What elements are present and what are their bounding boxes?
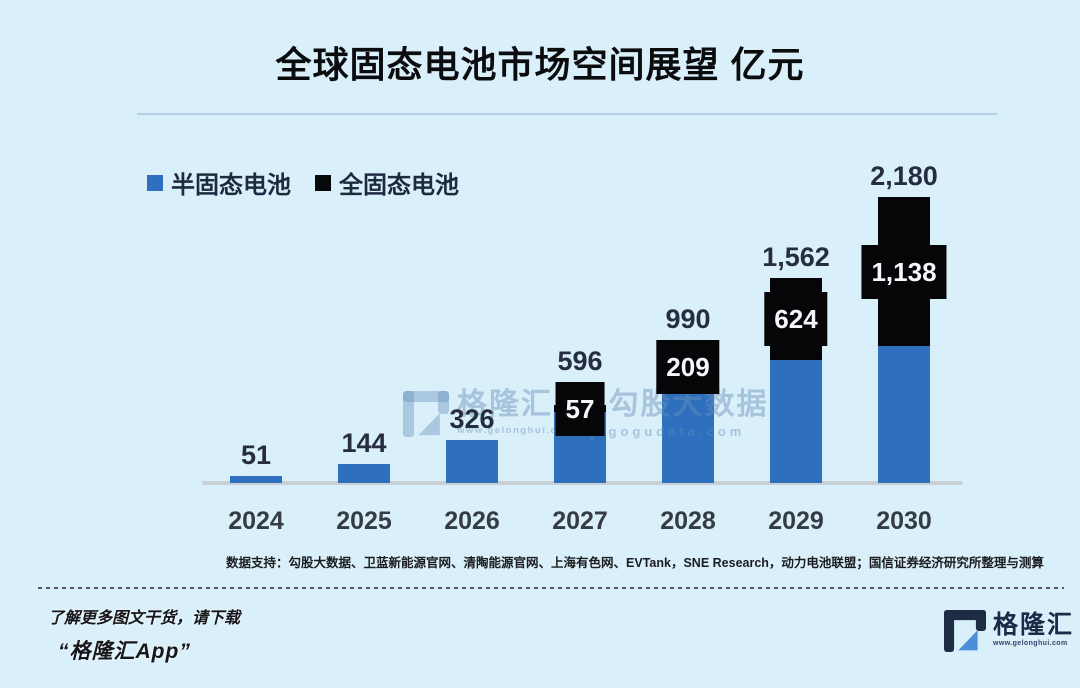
promo-line1: 了解更多图文干货，请下载 bbox=[48, 610, 241, 627]
x-axis-label-2030: 2030 bbox=[876, 507, 932, 535]
bar-segment-semi-solid-2028 bbox=[662, 380, 714, 483]
segment-value-badge-2027: 57 bbox=[555, 381, 605, 436]
footer-dashed-divider bbox=[38, 587, 1064, 589]
legend-label: 全固态电池 bbox=[339, 172, 459, 199]
watermark: 格隆汇 www.gelonghui.com 勾股大数据 gogudata.com bbox=[403, 388, 769, 440]
legend-swatch-all-solid-icon bbox=[315, 174, 331, 191]
footer-promo: 了解更多图文干货，请下载 “格隆汇App” bbox=[48, 604, 240, 665]
chart-legend: 半固态电池 全固态电池 bbox=[147, 165, 459, 200]
legend-item-semi-solid: 半固态电池 bbox=[147, 165, 291, 200]
legend-label: 半固态电池 bbox=[171, 172, 291, 199]
title-divider bbox=[137, 113, 997, 115]
total-value-label-2025: 144 bbox=[341, 428, 387, 459]
bar-segment-semi-solid-2024 bbox=[230, 476, 282, 483]
brand-logo-texts: 格隆汇 www.gelonghui.com bbox=[993, 608, 1074, 647]
x-axis-label-2025: 2025 bbox=[336, 507, 392, 535]
bar-segment-semi-solid-2030 bbox=[878, 346, 930, 483]
brand-name: 格隆汇 bbox=[993, 611, 1075, 639]
bar-segment-semi-solid-2026 bbox=[446, 440, 498, 483]
gelonghui-brand-logo: 格隆汇 www.gelonghui.com bbox=[944, 608, 1074, 654]
x-axis-baseline bbox=[202, 481, 963, 485]
segment-value-badge-2029: 624 bbox=[764, 292, 828, 346]
page-title: 全球固态电池市场空间展望 亿元 bbox=[275, 44, 805, 85]
x-axis-label-2028: 2028 bbox=[660, 507, 716, 535]
x-axis-label-2027: 2027 bbox=[552, 507, 608, 535]
total-value-label-2029: 1,562 bbox=[762, 242, 830, 273]
x-axis-label-2026: 2026 bbox=[444, 507, 500, 535]
bar-segment-semi-solid-2025 bbox=[338, 464, 390, 483]
brand-url: www.gelonghui.com bbox=[993, 640, 1068, 647]
data-source-note: 数据支持：勾股大数据、卫蓝新能源官网、清陶能源官网、上海有色网、EVTank，S… bbox=[226, 556, 1044, 570]
watermark-brand-url: www.gelonghui.com bbox=[457, 425, 575, 436]
legend-swatch-semi-solid-icon bbox=[147, 174, 163, 191]
x-axis-label-2029: 2029 bbox=[768, 507, 824, 535]
x-axis-label-2024: 2024 bbox=[228, 507, 284, 535]
watermark-brand-text: 格隆汇 bbox=[457, 388, 553, 421]
bar-segment-semi-solid-2029 bbox=[770, 359, 822, 483]
gelonghui-logo-watermark-icon bbox=[403, 391, 449, 437]
segment-value-badge-2030: 1,138 bbox=[861, 244, 947, 299]
total-value-label-2026: 326 bbox=[449, 404, 495, 435]
total-value-label-2030: 2,180 bbox=[870, 161, 938, 191]
promo-line2: “格隆汇App” bbox=[58, 640, 191, 663]
segment-value-badge-2028: 209 bbox=[656, 339, 720, 394]
total-value-label-2028: 990 bbox=[665, 303, 711, 334]
watermark-brand-block: 格隆汇 www.gelonghui.com bbox=[457, 388, 575, 436]
watermark-data-block: 勾股大数据 gogudata.com bbox=[609, 388, 769, 439]
legend-item-all-solid: 全固态电池 bbox=[315, 165, 459, 200]
total-value-label-2024: 51 bbox=[240, 440, 272, 471]
total-value-label-2027: 596 bbox=[557, 345, 603, 376]
watermark-data-url: gogudata.com bbox=[608, 424, 746, 439]
gelonghui-logo-icon bbox=[944, 610, 986, 652]
